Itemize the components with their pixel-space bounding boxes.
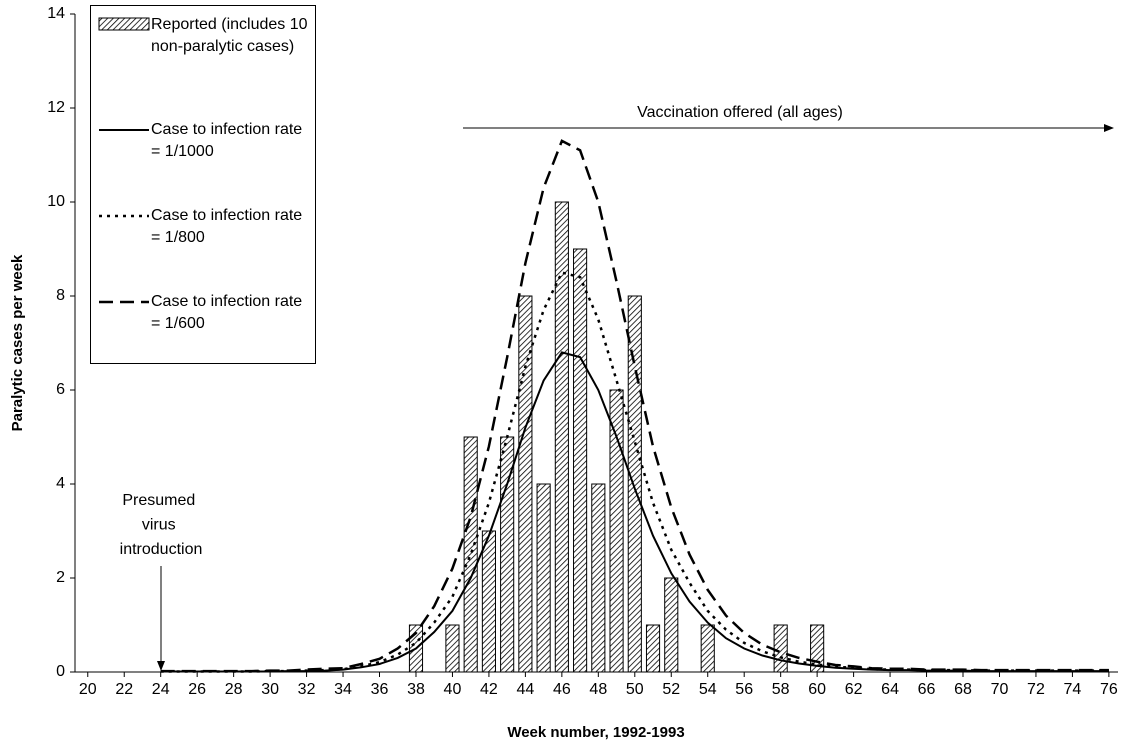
bar <box>627 295 642 673</box>
y-tick-label: 8 <box>56 287 65 304</box>
legend-swatch <box>99 300 149 304</box>
bar <box>573 248 588 673</box>
x-tick-label: 54 <box>699 681 717 698</box>
y-tick-label: 12 <box>47 99 65 116</box>
annotation: Presumed virus introduction <box>120 492 203 558</box>
annotation: Vaccination offered (all ages) <box>637 104 843 121</box>
x-tick-label: 42 <box>480 681 498 698</box>
line <box>160 351 1109 673</box>
x-tick-label: 56 <box>735 681 753 698</box>
x-tick-label: 62 <box>845 681 863 698</box>
x-tick-label: 72 <box>1027 681 1045 698</box>
bar <box>445 624 460 673</box>
bar <box>645 624 661 673</box>
legend-swatch <box>98 17 150 31</box>
bar <box>609 389 624 673</box>
legend-swatch <box>98 17 150 31</box>
x-tick-label: 74 <box>1064 681 1082 698</box>
legend-label: Case to infection rate = 1/600 <box>151 293 303 332</box>
bar <box>773 624 788 673</box>
y-tick-label: 10 <box>47 193 65 210</box>
x-tick-label: 26 <box>188 681 206 698</box>
x-tick-label: 76 <box>1100 681 1118 698</box>
bar <box>518 295 533 673</box>
y-tick-label: 4 <box>56 475 65 492</box>
x-axis-label: Week number, 1992-1993 <box>507 724 684 741</box>
bar <box>591 483 606 673</box>
legend-label: Case to infection rate = 1/1000 <box>151 121 303 160</box>
x-tick-label: 32 <box>298 681 316 698</box>
x-tick-label: 52 <box>662 681 680 698</box>
bar <box>700 624 715 673</box>
x-tick-label: 46 <box>553 681 571 698</box>
legend: Reported (includes 10 non-paralytic case… <box>90 5 316 364</box>
y-axis-label: Paralytic cases per week <box>9 254 26 431</box>
bar <box>664 577 679 673</box>
x-tick-label: 20 <box>79 681 97 698</box>
x-tick-label: 38 <box>407 681 425 698</box>
x-tick-label: 58 <box>772 681 790 698</box>
y-tick-label: 2 <box>56 569 65 586</box>
legend-swatch <box>99 214 149 218</box>
x-tick-label: 34 <box>334 681 352 698</box>
bar <box>481 530 496 673</box>
bar <box>463 436 478 673</box>
legend-item: Case to infection rate = 1/800 <box>97 205 315 249</box>
bar <box>554 201 569 673</box>
legend-label: Reported (includes 10 non-paralytic case… <box>151 16 308 55</box>
x-tick-label: 70 <box>991 681 1009 698</box>
legend-item: Case to infection rate = 1/600 <box>97 291 315 335</box>
x-tick-label: 22 <box>115 681 133 698</box>
x-tick-label: 36 <box>371 681 389 698</box>
x-tick-label: 68 <box>954 681 972 698</box>
x-tick-label: 66 <box>918 681 936 698</box>
legend-item: Case to infection rate = 1/1000 <box>97 119 315 163</box>
line <box>160 139 1109 673</box>
x-tick-label: 64 <box>881 681 899 698</box>
x-tick-label: 40 <box>444 681 462 698</box>
y-tick-label: 14 <box>47 5 65 22</box>
x-tick-label: 24 <box>152 681 170 698</box>
legend-item: Reported (includes 10 non-paralytic case… <box>97 14 315 58</box>
x-tick-label: 60 <box>808 681 826 698</box>
x-tick-label: 48 <box>589 681 607 698</box>
y-tick-label: 0 <box>56 663 65 680</box>
legend-label: Case to infection rate = 1/800 <box>151 207 303 246</box>
x-tick-label: 44 <box>516 681 534 698</box>
legend-swatch <box>99 129 149 131</box>
y-tick-label: 6 <box>56 381 65 398</box>
x-tick-label: 28 <box>225 681 243 698</box>
bar <box>536 483 551 673</box>
x-tick-label: 50 <box>626 681 644 698</box>
x-tick-label: 30 <box>261 681 279 698</box>
